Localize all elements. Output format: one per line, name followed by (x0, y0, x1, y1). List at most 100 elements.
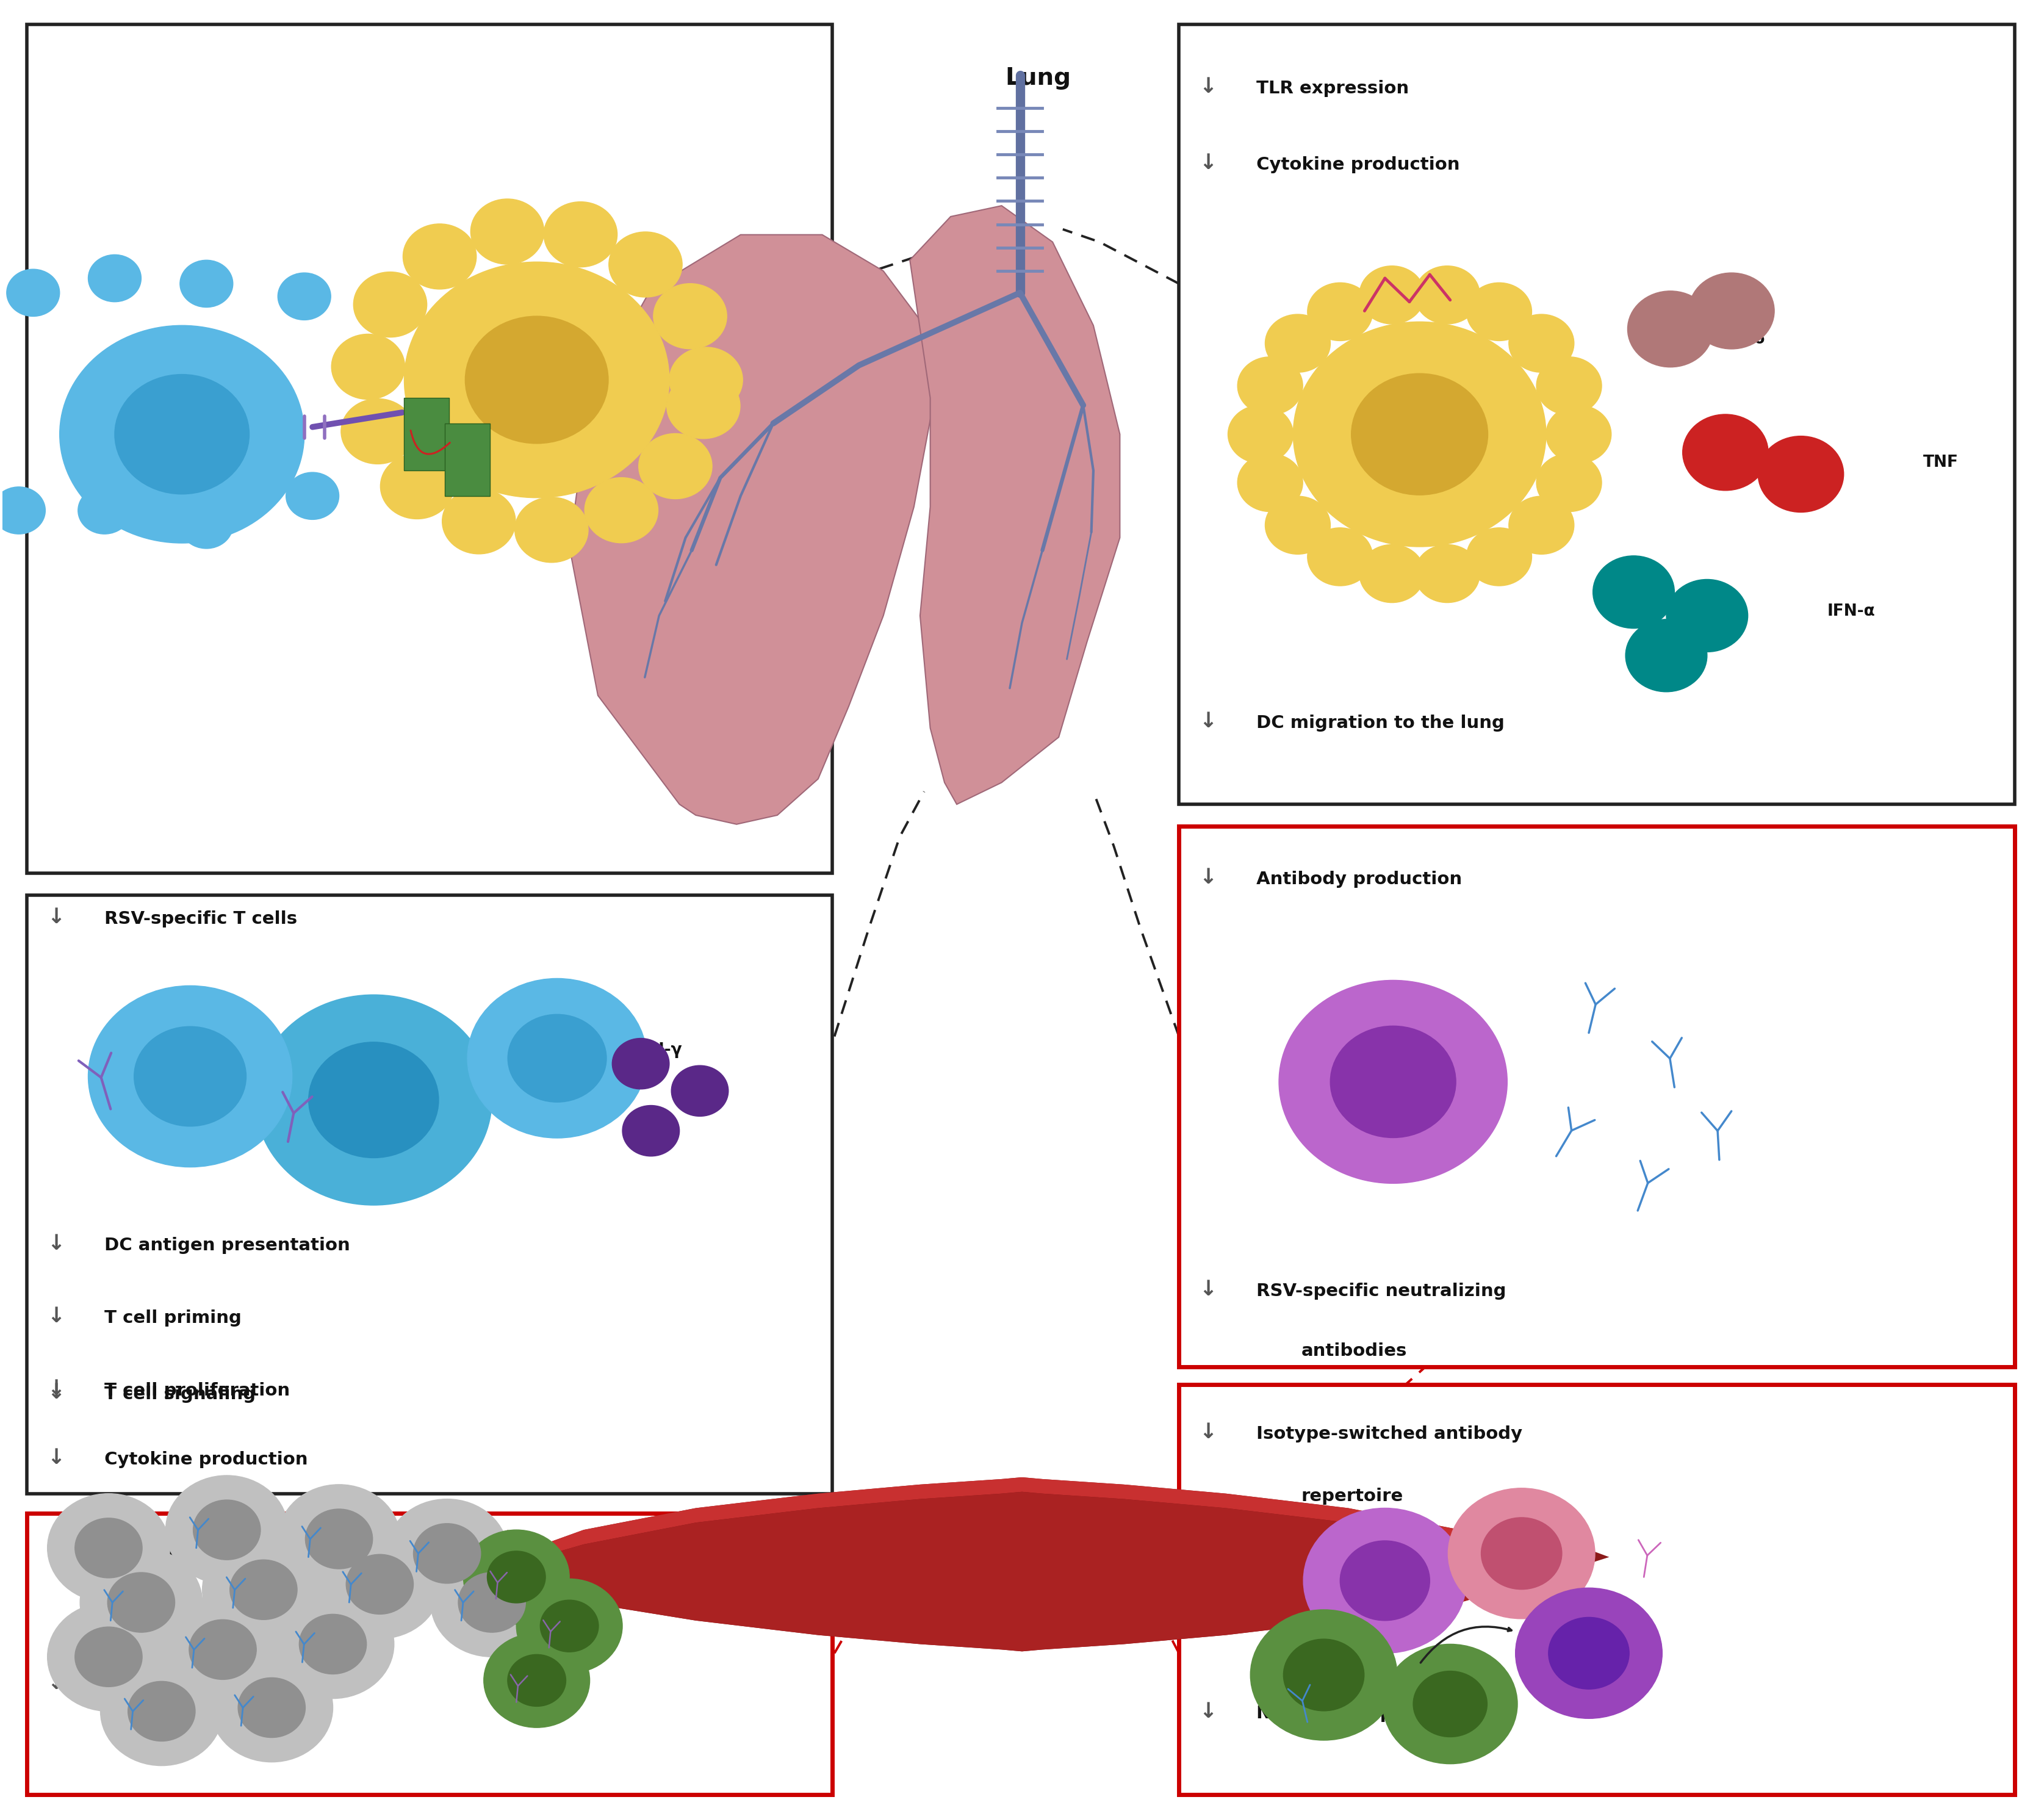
Circle shape (1508, 497, 1574, 555)
Circle shape (1466, 528, 1531, 586)
Circle shape (47, 1603, 170, 1712)
Circle shape (507, 1655, 566, 1706)
Text: Cytokine production: Cytokine production (98, 1452, 309, 1468)
Circle shape (484, 1633, 591, 1728)
Circle shape (190, 1619, 256, 1679)
Polygon shape (509, 1477, 1535, 1652)
Circle shape (1549, 1617, 1629, 1690)
Circle shape (507, 1015, 607, 1102)
Text: IFN-γ: IFN-γ (634, 1042, 683, 1059)
Circle shape (135, 1026, 245, 1126)
Circle shape (76, 1519, 143, 1577)
Circle shape (309, 1042, 439, 1159)
Bar (1179, 826, 2015, 1366)
Circle shape (237, 1677, 305, 1737)
Circle shape (403, 224, 476, 289)
Text: T cell signaling: T cell signaling (98, 1386, 256, 1402)
Circle shape (1508, 315, 1574, 373)
Circle shape (668, 347, 742, 413)
Text: ↓: ↓ (1200, 153, 1216, 173)
Text: ↓: ↓ (1200, 868, 1216, 888)
Text: Antibody production: Antibody production (1251, 871, 1461, 888)
FancyBboxPatch shape (405, 398, 450, 471)
Circle shape (1466, 282, 1531, 340)
Circle shape (386, 1499, 509, 1608)
Text: antibodies: antibodies (1302, 1342, 1406, 1359)
Circle shape (1414, 544, 1480, 602)
Text: ↓: ↓ (47, 908, 65, 928)
Circle shape (544, 202, 617, 267)
Circle shape (468, 979, 646, 1139)
Circle shape (1359, 544, 1425, 602)
Circle shape (1331, 1026, 1455, 1137)
Polygon shape (910, 206, 1120, 804)
Circle shape (0, 487, 45, 535)
Circle shape (341, 398, 415, 464)
Circle shape (1688, 273, 1774, 349)
Circle shape (1545, 406, 1611, 464)
Circle shape (1666, 580, 1748, 651)
Circle shape (666, 373, 740, 438)
Circle shape (413, 1524, 480, 1583)
Circle shape (515, 497, 589, 562)
Text: RSV-specific T cells: RSV-specific T cells (98, 911, 296, 928)
Circle shape (540, 1601, 599, 1652)
Circle shape (345, 1555, 413, 1613)
Text: ↓: ↓ (47, 1233, 65, 1253)
Circle shape (76, 1626, 143, 1686)
Circle shape (1758, 437, 1844, 513)
Circle shape (229, 1559, 296, 1619)
Circle shape (470, 198, 544, 264)
Bar (1179, 1384, 2015, 1795)
Text: IL-6: IL-6 (1731, 331, 1766, 347)
Polygon shape (435, 1530, 509, 1581)
Polygon shape (509, 1492, 1535, 1652)
Text: Isotype-switched antibody: Isotype-switched antibody (1251, 1426, 1523, 1442)
Circle shape (1414, 266, 1480, 324)
Circle shape (466, 317, 609, 444)
Text: IFN-α: IFN-α (1827, 604, 1876, 618)
Circle shape (486, 1552, 546, 1603)
Text: DC antigen presentation: DC antigen presentation (98, 1237, 350, 1253)
Circle shape (1265, 497, 1331, 555)
Circle shape (1515, 1588, 1662, 1719)
Circle shape (1308, 282, 1374, 340)
Circle shape (1447, 1488, 1594, 1619)
Circle shape (88, 255, 141, 302)
Circle shape (1682, 415, 1768, 491)
Text: ↓: ↓ (1200, 711, 1216, 731)
Circle shape (272, 1590, 394, 1699)
Circle shape (278, 273, 331, 320)
Bar (27, 895, 832, 1493)
Circle shape (654, 284, 728, 349)
Text: ↓: ↓ (1200, 1279, 1216, 1299)
Circle shape (1341, 1541, 1431, 1621)
Circle shape (1265, 315, 1331, 373)
Circle shape (621, 1106, 679, 1157)
Circle shape (1294, 322, 1545, 548)
Circle shape (59, 326, 305, 544)
Text: TNF: TNF (1923, 455, 1958, 471)
Circle shape (1412, 1672, 1488, 1737)
Circle shape (458, 1572, 525, 1632)
Polygon shape (570, 235, 934, 824)
Text: Naive T cell production: Naive T cell production (98, 1675, 335, 1693)
Polygon shape (509, 1477, 1535, 1566)
Circle shape (405, 262, 668, 498)
Circle shape (517, 1579, 621, 1673)
Circle shape (1537, 453, 1602, 511)
Circle shape (180, 260, 233, 307)
Circle shape (100, 1657, 223, 1766)
Circle shape (354, 271, 427, 337)
Circle shape (80, 1548, 202, 1657)
Circle shape (1625, 618, 1707, 691)
Circle shape (1308, 528, 1374, 586)
Circle shape (431, 1548, 554, 1657)
Bar (1179, 24, 2015, 804)
Text: ↓: ↓ (1200, 1701, 1216, 1723)
FancyBboxPatch shape (446, 424, 491, 497)
Circle shape (613, 1039, 668, 1090)
Circle shape (380, 453, 454, 518)
Circle shape (298, 1613, 366, 1673)
Circle shape (256, 995, 493, 1206)
